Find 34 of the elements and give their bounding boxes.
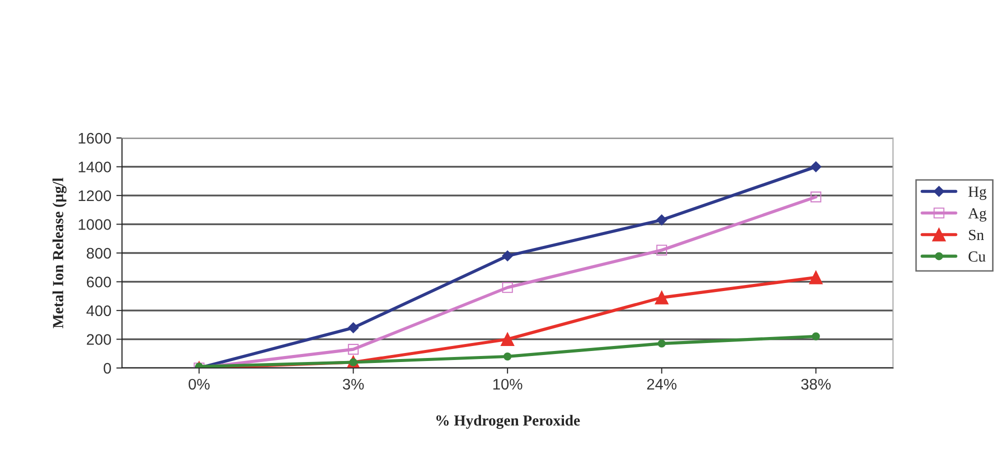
- y-tick-label: 1600: [78, 132, 111, 144]
- legend-label: Cu: [968, 251, 986, 262]
- point: [502, 250, 513, 262]
- point: [504, 352, 512, 360]
- x-tick-label: 0%: [188, 378, 210, 390]
- point: [656, 244, 668, 256]
- x-tick-label: 10%: [493, 378, 522, 390]
- point: [654, 290, 668, 304]
- point: [810, 161, 822, 172]
- y-tick-label: 0: [104, 362, 111, 374]
- point: [658, 340, 666, 348]
- x-tick-label: 38%: [801, 378, 831, 390]
- point: [348, 322, 359, 334]
- y-tick-label: 1200: [78, 190, 111, 202]
- y-tick-label: 800: [86, 248, 111, 259]
- y-tick-label: 200: [86, 334, 111, 345]
- point: [812, 332, 820, 340]
- point: [656, 214, 668, 226]
- point: [348, 344, 359, 355]
- point: [500, 332, 514, 346]
- y-tick-label: 600: [86, 276, 111, 288]
- x-tick-label: 24%: [647, 378, 676, 390]
- legend-label: Sn: [969, 230, 984, 240]
- point: [810, 192, 822, 202]
- y-tick-label: 1400: [78, 162, 111, 172]
- y-tick-label: 1000: [78, 219, 111, 230]
- point: [809, 270, 823, 284]
- legend-label: Ag: [968, 208, 986, 222]
- x-axis-title: % Hydrogen Peroxide: [436, 414, 580, 429]
- legend-label: Hg: [968, 186, 986, 200]
- point: [502, 282, 513, 293]
- y-tick-label: 400: [86, 305, 111, 316]
- y-axis-title: Metal Ion Release (µg/l: [52, 178, 66, 328]
- x-tick-label: 3%: [342, 378, 364, 390]
